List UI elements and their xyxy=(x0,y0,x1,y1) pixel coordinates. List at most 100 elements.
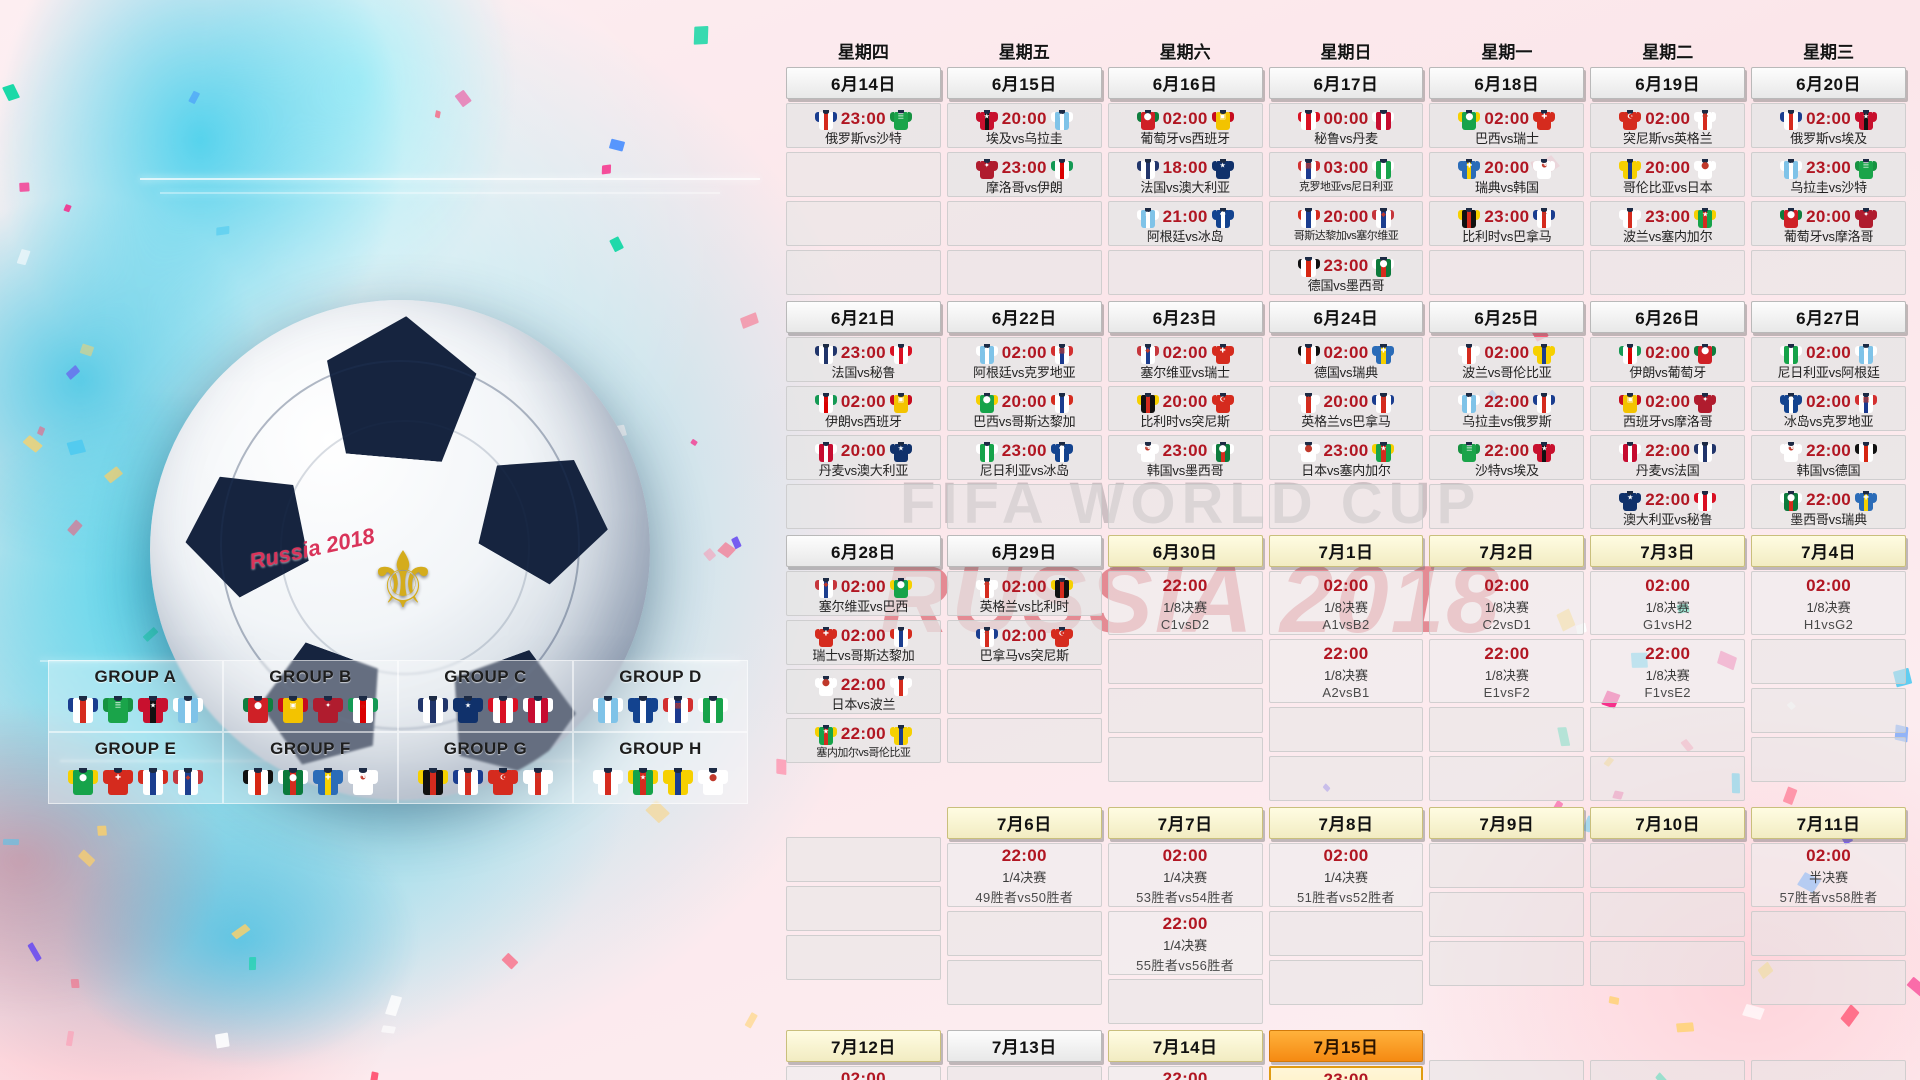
knockout-match-cell[interactable]: 22:00 三四名决赛 61负者vs62负者 xyxy=(1107,1066,1263,1080)
date-chip[interactable]: 7月14日 xyxy=(1107,1030,1263,1062)
match-cell[interactable]: ★ 22:00 澳大利亚vs秘鲁 xyxy=(1590,484,1746,529)
match-cell[interactable]: ✚ 20:00 ☯ 瑞典vs韩国 xyxy=(1429,152,1585,197)
knockout-match-cell[interactable]: 02:00 1/8决赛 G1vsH2 xyxy=(1590,571,1746,635)
date-chip[interactable]: 6月14日 xyxy=(786,67,941,99)
match-cell[interactable]: ⬤ 02:00 ✚ 巴西vs瑞士 xyxy=(1429,103,1585,148)
date-chip[interactable]: 7月9日 xyxy=(1429,807,1585,839)
match-cell[interactable]: 22:00 丹麦vs法国 xyxy=(1590,435,1746,480)
knockout-match-cell[interactable]: 22:00 1/8决赛 F1vsE2 xyxy=(1590,639,1746,703)
date-chip[interactable]: 6月21日 xyxy=(786,301,941,333)
knockout-match-cell[interactable]: 02:00 半决赛 57胜者vs58胜者 xyxy=(1751,843,1906,907)
match-cell[interactable]: ⬥ 02:00 ✚ 塞尔维亚vs瑞士 xyxy=(1107,337,1263,382)
date-chip[interactable]: 6月27日 xyxy=(1751,301,1906,333)
match-cell[interactable]: ☰ 22:00 ★ 沙特vs埃及 xyxy=(1429,435,1585,480)
match-cell[interactable]: 23:00 ⬤ 德国vs墨西哥 xyxy=(1268,250,1424,295)
match-cell[interactable]: 23:00 ★ 波兰vs塞内加尔 xyxy=(1590,201,1746,246)
match-cell[interactable]: ⬤ 20:00 ✦ 葡萄牙vs摩洛哥 xyxy=(1751,201,1906,246)
match-cell[interactable]: ۞ 02:00 ⬤ 伊朗vs葡萄牙 xyxy=(1590,337,1746,382)
knockout-match-cell[interactable]: 02:00 半决赛 59胜者vs60胜者 xyxy=(786,1066,941,1080)
match-cell[interactable]: 23:00 法国vs秘鲁 xyxy=(786,337,941,382)
match-cell[interactable]: 20:00 ☪ 比利时vs突尼斯 xyxy=(1107,386,1263,431)
match-cell[interactable]: ⬤ 20:00 巴西vs哥斯达黎加 xyxy=(946,386,1102,431)
match-cell[interactable]: 18:00 ★ 法国vs澳大利亚 xyxy=(1107,152,1263,197)
group-panel-group-b[interactable]: GROUP B ⬤ ▣ ✦ ۞ xyxy=(223,660,398,732)
match-cell[interactable]: 20:00 ⬤ 哥伦比亚vs日本 xyxy=(1590,152,1746,197)
match-cell[interactable]: ★ 20:00 ☀ 埃及vs乌拉圭 xyxy=(946,103,1102,148)
match-cell[interactable]: ⬤ 22:00 ✚ 墨西哥vs瑞典 xyxy=(1751,484,1906,529)
match-cell[interactable]: ✚ 02:00 英格兰vs比利时 xyxy=(946,571,1102,616)
date-chip[interactable]: 6月23日 xyxy=(1107,301,1263,333)
date-chip[interactable]: 6月29日 xyxy=(946,535,1102,567)
knockout-match-cell[interactable]: 22:00 1/4决赛 49胜者vs50胜者 xyxy=(946,843,1102,907)
date-chip[interactable]: 7月7日 xyxy=(1107,807,1263,839)
match-cell[interactable]: 02:00 波兰vs哥伦比亚 xyxy=(1429,337,1585,382)
match-cell[interactable]: ⬤ 22:00 日本vs波兰 xyxy=(786,669,941,714)
match-cell[interactable]: ۞ 02:00 ▣ 伊朗vs西班牙 xyxy=(786,386,941,431)
match-cell[interactable]: ☀ 23:00 ☰ 乌拉圭vs沙特 xyxy=(1751,152,1906,197)
match-cell[interactable]: ✚ 02:00 瑞士vs哥斯达黎加 xyxy=(786,620,941,665)
date-chip[interactable]: 7月10日 xyxy=(1590,807,1746,839)
group-panel-group-f[interactable]: GROUP F ⬤ ✚ ☯ xyxy=(223,732,398,804)
knockout-match-cell[interactable]: 02:00 1/4决赛 51胜者vs52胜者 xyxy=(1268,843,1424,907)
group-panel-group-d[interactable]: GROUP D ☀ ✚ ▩ xyxy=(573,660,748,732)
match-cell[interactable]: 20:00 ⬥ 哥斯达黎加vs塞尔维亚 xyxy=(1268,201,1424,246)
match-cell[interactable]: 02:00 ★ 俄罗斯vs埃及 xyxy=(1751,103,1906,148)
date-chip[interactable]: 6月17日 xyxy=(1268,67,1424,99)
date-chip[interactable]: 6月30日 xyxy=(1107,535,1263,567)
match-cell[interactable]: 23:00 ☰ 俄罗斯vs沙特 xyxy=(786,103,941,148)
date-chip[interactable]: 7月3日 xyxy=(1590,535,1746,567)
match-cell[interactable]: ⬥ 02:00 ⬤ 塞尔维亚vs巴西 xyxy=(786,571,941,616)
group-panel-group-c[interactable]: GROUP C ★ xyxy=(398,660,573,732)
knockout-match-cell[interactable]: 22:00 1/8决赛 E1vsF2 xyxy=(1429,639,1585,703)
date-chip[interactable]: 6月24日 xyxy=(1268,301,1424,333)
date-chip[interactable]: 6月26日 xyxy=(1590,301,1746,333)
group-panel-group-a[interactable]: GROUP A ☰ ★ ☀ xyxy=(48,660,223,732)
date-chip[interactable]: 6月22日 xyxy=(946,301,1102,333)
date-chip[interactable]: 6月25日 xyxy=(1429,301,1585,333)
knockout-match-cell[interactable]: 02:00 1/8决赛 H1vsG2 xyxy=(1751,571,1906,635)
date-chip[interactable]: 7月8日 xyxy=(1268,807,1424,839)
match-cell[interactable]: ⬤ 23:00 ★ 日本vs塞内加尔 xyxy=(1268,435,1424,480)
date-chip[interactable]: 7月2日 xyxy=(1429,535,1585,567)
date-chip[interactable]: 6月15日 xyxy=(946,67,1102,99)
date-chip[interactable]: 6月18日 xyxy=(1429,67,1585,99)
match-cell[interactable]: ✦ 23:00 ۞ 摩洛哥vs伊朗 xyxy=(946,152,1102,197)
knockout-match-cell[interactable]: 02:00 1/4决赛 53胜者vs54胜者 xyxy=(1107,843,1263,907)
match-cell[interactable]: ✚ 02:00 ▩ 冰岛vs克罗地亚 xyxy=(1751,386,1906,431)
date-chip[interactable]: 6月28日 xyxy=(786,535,941,567)
knockout-match-cell[interactable]: 02:00 1/8决赛 A1vsB2 xyxy=(1268,571,1424,635)
match-cell[interactable]: ☀ 21:00 ✚ 阿根廷vs冰岛 xyxy=(1107,201,1263,246)
group-panel-group-h[interactable]: GROUP H ★ ⬤ xyxy=(573,732,748,804)
group-panel-group-e[interactable]: GROUP E ⬤ ✚ ⬥ xyxy=(48,732,223,804)
match-cell[interactable]: ☯ 23:00 ⬤ 韩国vs墨西哥 xyxy=(1107,435,1263,480)
date-chip[interactable]: 6月19日 xyxy=(1590,67,1746,99)
knockout-match-cell[interactable]: 22:00 1/8决赛 C1vsD2 xyxy=(1107,571,1263,635)
match-cell[interactable]: ▩ 03:00 克罗地亚vs尼日利亚 xyxy=(1268,152,1424,197)
date-chip[interactable]: 7月15日 xyxy=(1268,1030,1424,1062)
match-cell[interactable]: ☀ 02:00 ▩ 阿根廷vs克罗地亚 xyxy=(946,337,1102,382)
knockout-match-cell[interactable]: 22:00 1/8决赛 A2vsB1 xyxy=(1268,639,1424,703)
match-cell[interactable]: ☀ 22:00 乌拉圭vs俄罗斯 xyxy=(1429,386,1585,431)
match-cell[interactable]: 00:00 秘鲁vs丹麦 xyxy=(1268,103,1424,148)
date-chip[interactable]: 7月1日 xyxy=(1268,535,1424,567)
date-chip[interactable]: 7月12日 xyxy=(786,1030,941,1062)
final-match-cell[interactable]: 23:00 决 赛 xyxy=(1268,1066,1424,1080)
match-cell[interactable]: 23:00 ★ 比利时vs巴拿马 xyxy=(1429,201,1585,246)
match-cell[interactable]: 02:00 ☀ 尼日利亚vs阿根廷 xyxy=(1751,337,1906,382)
match-cell[interactable]: ☪ 02:00 ✚ 突尼斯vs英格兰 xyxy=(1590,103,1746,148)
date-chip[interactable]: 6月16日 xyxy=(1107,67,1263,99)
match-cell[interactable]: 02:00 ✚ 德国vs瑞典 xyxy=(1268,337,1424,382)
date-chip[interactable]: 6月20日 xyxy=(1751,67,1906,99)
knockout-match-cell[interactable]: 02:00 1/8决赛 C2vsD1 xyxy=(1429,571,1585,635)
match-cell[interactable]: ☯ 22:00 韩国vs德国 xyxy=(1751,435,1906,480)
date-chip[interactable]: 7月13日 xyxy=(946,1030,1102,1062)
knockout-match-cell[interactable]: 22:00 1/4决赛 55胜者vs56胜者 xyxy=(1107,911,1263,975)
date-chip[interactable]: 7月4日 xyxy=(1751,535,1906,567)
match-cell[interactable]: 23:00 ✚ 尼日利亚vs冰岛 xyxy=(946,435,1102,480)
match-cell[interactable]: ✚ 20:00 ★ 英格兰vs巴拿马 xyxy=(1268,386,1424,431)
match-cell[interactable]: ★ 22:00 塞内加尔vs哥伦比亚 xyxy=(786,718,941,763)
date-chip[interactable]: 7月6日 xyxy=(946,807,1102,839)
group-panel-group-g[interactable]: GROUP G ★ ☪ ✚ xyxy=(398,732,573,804)
match-cell[interactable]: 20:00 ★ 丹麦vs澳大利亚 xyxy=(786,435,941,480)
match-cell[interactable]: ★ 02:00 ☪ 巴拿马vs突尼斯 xyxy=(946,620,1102,665)
